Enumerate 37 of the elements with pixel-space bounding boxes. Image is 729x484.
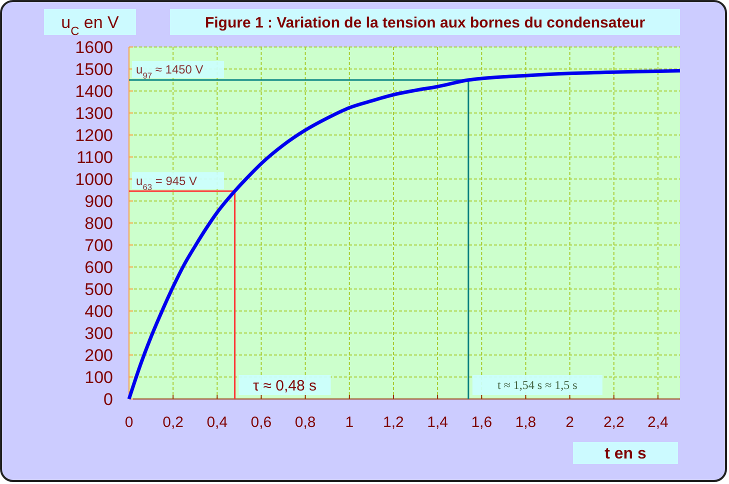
y-tick-label: 500 [84,280,113,299]
y-tick-label: 700 [84,236,113,255]
x-tick-label: 1,4 [427,414,448,431]
y-tick-label: 100 [84,368,113,387]
y-tick-label: 800 [84,214,113,233]
x-axis-title: t en s [604,446,646,463]
x-tick-label: 2,4 [648,414,668,431]
y-tick-label: 200 [84,346,113,365]
y-tick-label: 900 [84,192,113,211]
y-axis-title: u$_{C}$ en V [61,12,120,38]
x-tick-label: 1,6 [471,414,492,431]
y-tick-label: 1400 [75,82,113,101]
x-tick-label: 0 [124,414,134,431]
y-tick-label: 1000 [75,170,113,189]
ref-line-label: τ ≈ 0,48 s [253,377,316,394]
x-tick-label: 0,8 [294,414,316,431]
x-tick-label: 1,2 [383,414,404,431]
ref-line-label: u$_{63}$ = 945 V [136,174,198,192]
ref-line-label: t ≈ 1,54 s ≈ 1,5 s [497,378,578,392]
y-tick-label: 1300 [75,104,113,123]
x-tick-label: 1,8 [515,414,536,431]
y-tick-label: 400 [84,302,113,321]
x-tick-label: 2 [566,414,574,431]
x-tick-label: 2,2 [603,414,624,431]
y-tick-label: 1500 [75,60,113,79]
y-tick-label: 0 [104,390,113,409]
x-tick-label: 1 [345,414,354,431]
x-tick-label: 0,2 [162,414,184,431]
y-tick-label: 600 [84,258,113,277]
chart-title: Figure 1 : Variation de la tension aux bornes du condensateur [204,14,646,32]
x-tick-label: 0,4 [206,414,228,431]
x-tick-label: 0,6 [250,414,272,431]
y-tick-label: 300 [84,324,113,343]
ref-line-label: u$_{97}$ ≈ 1450 V [136,62,204,81]
y-tick-label: 1600 [75,38,113,57]
y-tick-label: 1200 [75,126,113,145]
y-tick-label: 1100 [76,148,113,167]
